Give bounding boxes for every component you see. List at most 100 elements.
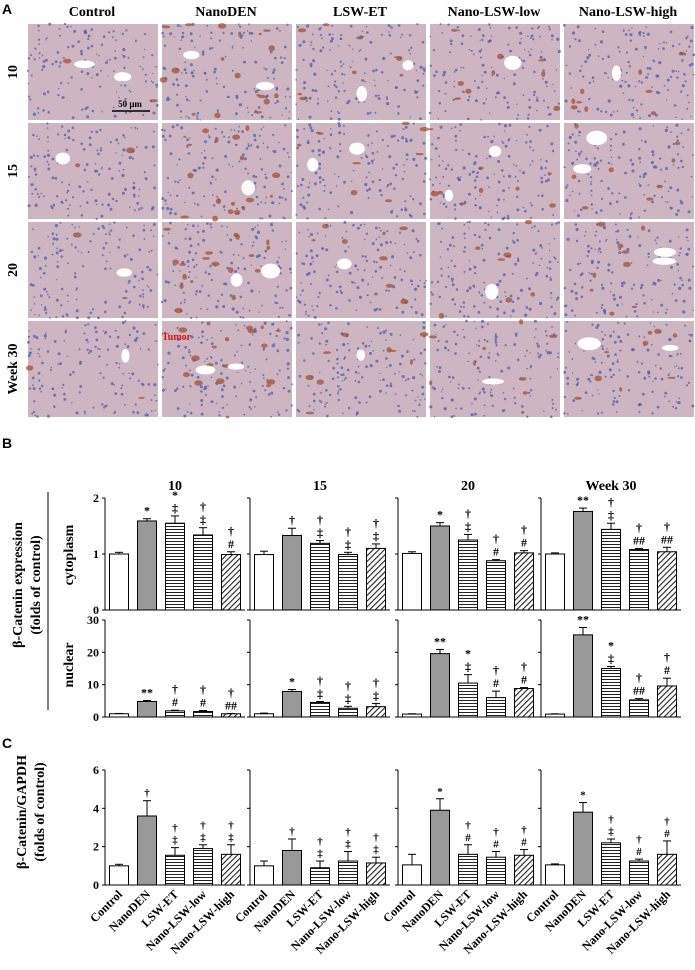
nucleus-dot (590, 261, 594, 265)
nucleus-dot (51, 157, 55, 161)
micrograph-week-30-nano-lsw-low (428, 319, 560, 419)
nucleus-dot (247, 365, 250, 368)
panel-b-ylabel-line1: β-Catenin expression (11, 522, 26, 648)
row-label-15: 15 (6, 164, 21, 178)
nucleus-dot (253, 138, 257, 142)
nucleus-dot (392, 166, 396, 170)
positive-stain (263, 29, 269, 32)
significance-mark: † (345, 678, 351, 692)
nucleus-dot (185, 364, 188, 367)
nucleus-dot (187, 276, 190, 279)
vessel-lumen (402, 60, 414, 71)
positive-stain (187, 172, 194, 179)
nucleus-dot (298, 374, 302, 378)
bar-nano-lsw-high (366, 547, 386, 611)
nucleus-dot (480, 294, 484, 297)
nucleus-dot (251, 114, 254, 117)
nucleus-dot (289, 286, 293, 290)
nucleus-dot (318, 176, 322, 180)
nucleus-dot (271, 229, 274, 232)
y-tick-label: 1 (93, 547, 99, 561)
nucleus-dot (144, 145, 148, 149)
nucleus-dot (56, 261, 59, 263)
nucleus-dot (675, 401, 678, 403)
chart-b-cytoplasm-group-4: Week 30**‡†##†##† (538, 479, 681, 611)
nucleus-dot (39, 276, 42, 279)
bar-nano-lsw-high (657, 551, 677, 611)
nucleus-dot (668, 354, 671, 358)
nucleus-dot (311, 149, 315, 153)
nucleus-dot (387, 79, 389, 82)
nucleus-dot (653, 325, 656, 328)
nucleus-dot (82, 265, 85, 268)
nucleus-dot (123, 254, 127, 258)
nucleus-dot (525, 349, 528, 352)
nucleus-dot (545, 274, 549, 278)
nucleus-dot (337, 398, 340, 402)
nucleus-dot (536, 344, 540, 348)
nucleus-dot (524, 313, 528, 317)
positive-stain (646, 197, 654, 201)
micrograph-tissue (162, 24, 292, 120)
nucleus-dot (477, 86, 480, 89)
nucleus-dot (615, 200, 619, 204)
nucleus-dot (133, 209, 136, 212)
nucleus-dot (388, 155, 392, 159)
nucleus-dot (612, 400, 616, 403)
nucleus-dot (378, 236, 380, 238)
nucleus-dot (143, 48, 146, 51)
nucleus-dot (505, 246, 509, 250)
nucleus-dot (655, 113, 658, 117)
nucleus-dot (273, 150, 277, 154)
nucleus-dot (232, 253, 235, 256)
nucleus-dot (346, 368, 350, 372)
nucleus-dot (174, 284, 177, 287)
nucleus-dot (397, 139, 400, 142)
nucleus-dot (435, 333, 437, 336)
nucleus-dot (78, 185, 82, 189)
positive-stain (497, 258, 506, 261)
nucleus-dot (236, 207, 239, 210)
nucleus-dot (47, 111, 50, 114)
nucleus-dot (601, 338, 605, 341)
nucleus-dot (176, 83, 180, 87)
nucleus-dot (311, 88, 315, 92)
nucleus-dot (460, 176, 462, 178)
nucleus-dot (463, 223, 466, 226)
nucleus-dot (485, 98, 488, 100)
nucleus-dot (183, 414, 187, 418)
nucleus-dot (449, 39, 453, 43)
nucleus-dot (593, 157, 596, 160)
nucleus-dot (240, 243, 243, 246)
nucleus-dot (549, 267, 552, 270)
nucleus-dot (380, 33, 383, 36)
nucleus-dot (34, 170, 36, 172)
nucleus-dot (38, 38, 41, 41)
nucleus-dot (53, 393, 57, 397)
nucleus-dot (564, 329, 568, 333)
nucleus-dot (180, 116, 182, 119)
nucleus-dot (213, 204, 216, 207)
nucleus-dot (664, 128, 668, 132)
nucleus-dot (419, 253, 422, 257)
nucleus-dot (115, 91, 118, 93)
nucleus-dot (66, 189, 70, 193)
nucleus-dot (101, 403, 104, 406)
nucleus-dot (468, 220, 471, 224)
nucleus-dot (312, 260, 315, 263)
positive-stain (594, 375, 602, 382)
nucleus-dot (643, 336, 646, 338)
nucleus-dot (536, 342, 539, 345)
nucleus-dot (454, 342, 458, 346)
nucleus-dot (138, 248, 142, 252)
nucleus-dot (369, 364, 373, 368)
nucleus-dot (539, 35, 541, 38)
nucleus-dot (420, 313, 424, 317)
nucleus-dot (185, 115, 188, 118)
nucleus-dot (44, 58, 48, 62)
nucleus-dot (298, 43, 302, 47)
nucleus-dot (375, 261, 378, 264)
nucleus-dot (200, 412, 204, 416)
positive-stain (179, 262, 186, 266)
nucleus-dot (557, 261, 559, 263)
